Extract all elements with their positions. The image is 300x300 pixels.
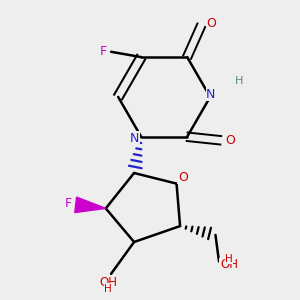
Polygon shape: [75, 197, 106, 213]
Text: F: F: [100, 45, 107, 58]
Text: N: N: [130, 132, 140, 145]
Text: H: H: [235, 76, 243, 86]
Text: H: H: [225, 254, 233, 264]
Text: OH: OH: [99, 276, 117, 289]
Text: H: H: [104, 284, 112, 294]
Text: OH: OH: [220, 259, 238, 272]
Text: O: O: [206, 17, 216, 30]
Text: F: F: [64, 196, 71, 210]
Text: O: O: [178, 171, 188, 184]
Text: N: N: [206, 88, 215, 100]
Text: O: O: [226, 134, 236, 147]
